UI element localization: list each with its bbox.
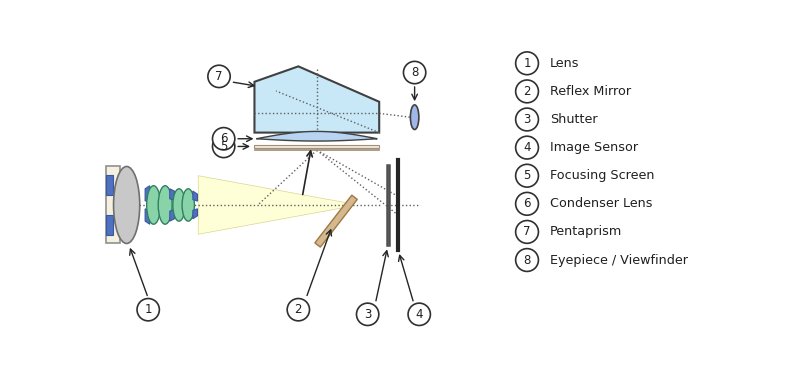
Circle shape [137,298,159,321]
Circle shape [213,135,235,157]
Text: 8: 8 [523,254,530,266]
Text: Focusing Screen: Focusing Screen [550,169,654,182]
Text: 1: 1 [523,57,530,70]
FancyBboxPatch shape [254,149,379,150]
Ellipse shape [158,186,172,224]
Polygon shape [145,209,150,224]
FancyBboxPatch shape [106,215,113,235]
Ellipse shape [173,189,185,221]
Text: 2: 2 [523,85,530,98]
Text: 5: 5 [220,140,227,153]
Polygon shape [198,176,350,234]
Text: Reflex Mirror: Reflex Mirror [550,85,631,98]
Text: Image Sensor: Image Sensor [550,141,638,154]
Circle shape [516,136,538,159]
Circle shape [357,303,379,326]
Circle shape [516,80,538,103]
Ellipse shape [146,186,161,224]
Text: 8: 8 [411,66,418,79]
Polygon shape [254,66,379,132]
Text: Lens: Lens [550,57,580,70]
Polygon shape [256,131,378,141]
Circle shape [516,248,538,272]
Polygon shape [315,195,358,247]
FancyBboxPatch shape [106,167,120,243]
Text: Eyepiece / Viewfinder: Eyepiece / Viewfinder [550,254,688,266]
Polygon shape [170,210,174,221]
Ellipse shape [410,105,419,130]
Circle shape [516,221,538,243]
Circle shape [516,52,538,75]
Text: Condenser Lens: Condenser Lens [550,197,653,210]
Polygon shape [145,186,150,201]
Ellipse shape [182,189,194,221]
Text: 4: 4 [415,308,423,321]
Circle shape [408,303,430,326]
Polygon shape [170,189,174,200]
Circle shape [516,192,538,215]
Text: 6: 6 [220,132,227,145]
FancyBboxPatch shape [106,175,113,195]
Text: 7: 7 [523,225,530,239]
Text: 6: 6 [523,197,530,210]
Circle shape [208,65,230,88]
Circle shape [287,298,310,321]
FancyBboxPatch shape [254,145,379,148]
Ellipse shape [114,167,140,243]
Text: 3: 3 [364,308,371,321]
Text: Shutter: Shutter [550,113,598,126]
Text: 2: 2 [294,303,302,316]
Circle shape [516,164,538,187]
Text: 4: 4 [523,141,530,154]
Circle shape [516,108,538,131]
Text: 3: 3 [523,113,530,126]
Text: 7: 7 [215,70,222,83]
Text: Pentaprism: Pentaprism [550,225,622,239]
Text: 1: 1 [145,303,152,316]
Text: 5: 5 [523,169,530,182]
Polygon shape [193,209,198,219]
Polygon shape [193,191,198,201]
Circle shape [213,128,235,150]
Circle shape [403,61,426,84]
